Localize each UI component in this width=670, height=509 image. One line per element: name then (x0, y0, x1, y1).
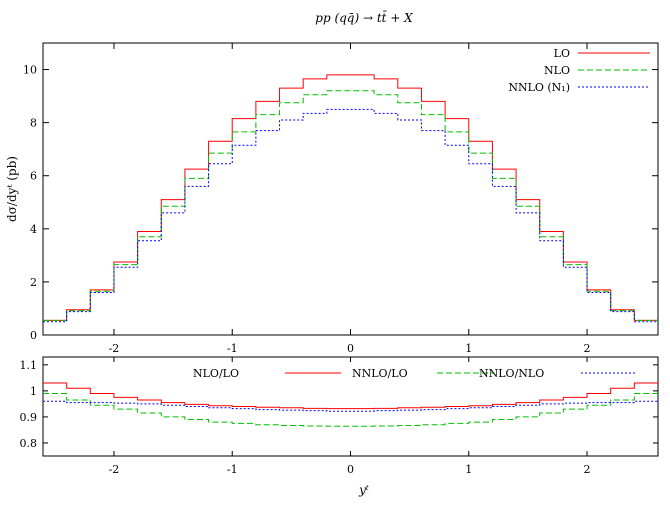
chart-title: pp (qq̄) → tt̄ + X (315, 9, 413, 25)
ratio-panel-ticks: -2 -1 0 1 2 0.8 0.9 1 1.1 (20, 357, 658, 476)
series-line (43, 90, 658, 321)
series-line (43, 382, 658, 410)
x-tick-label: 0 (347, 463, 354, 476)
y-tick-label: 0 (30, 329, 37, 342)
legend-label: NNLO/LO (352, 367, 408, 380)
x-tick-label: 2 (584, 463, 591, 476)
legend-label: LO (554, 47, 570, 60)
main-panel-ticks: -2 -1 0 1 2 0 2 4 6 8 10 (23, 43, 658, 355)
ratio-panel-legend: NLO/LO NNLO/LO NNLO/NLO (193, 367, 637, 380)
main-panel-y-axis-label: dσ/dyᵗ (pb) (5, 156, 19, 222)
ratio-panel-series (43, 382, 658, 427)
x-axis-label: yᵗ (358, 483, 369, 497)
legend-label: NLO (544, 64, 570, 77)
series-line (43, 108, 658, 323)
x-tick-label: 0 (347, 342, 354, 355)
main-panel: -2 -1 0 1 2 0 2 4 6 8 10 LO NLO NNLO (N₁) dσ/dyᵗ (pb… (5, 42, 659, 355)
ratio-panel: -2 -1 0 1 20.80.911.1 NLO/LO NNLO/LO NNLO/NLO … (20, 356, 659, 497)
x-tick-label: 2 (584, 342, 591, 355)
y-tick-label: 0.8 (20, 437, 38, 450)
x-tick-label: -1 (227, 463, 238, 476)
x-tick-label: 1 (465, 342, 472, 355)
y-tick-label: 1 (30, 385, 37, 398)
y-tick-label: 0.9 (20, 411, 38, 424)
y-tick-label: 6 (30, 170, 37, 183)
series-line (43, 392, 658, 427)
legend-label: NLO/LO (193, 367, 239, 380)
legend-label: NNLO/NLO (479, 367, 544, 380)
y-tick-label: 8 (30, 117, 37, 130)
main-panel-legend: LO NLO NNLO (N₁) (508, 47, 650, 94)
y-tick-label: 10 (23, 64, 37, 77)
y-tick-label: 4 (30, 223, 37, 236)
series-line (43, 74, 658, 321)
y-tick-label: 2 (30, 276, 37, 289)
x-tick-label: -2 (109, 342, 120, 355)
ratio-panel-frame (42, 356, 659, 457)
y-tick-label: 1.1 (20, 359, 38, 372)
main-panel-series (43, 74, 658, 323)
series-line (43, 400, 658, 412)
legend-label: NNLO (N₁) (508, 81, 570, 94)
x-tick-label: -1 (227, 342, 238, 355)
x-tick-label: -2 (109, 463, 120, 476)
x-tick-label: 1 (465, 463, 472, 476)
